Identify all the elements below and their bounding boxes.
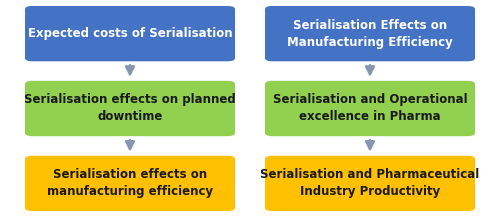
Text: Serialisation and Pharmaceutical
Industry Productivity: Serialisation and Pharmaceutical Industr… bbox=[260, 168, 480, 198]
FancyBboxPatch shape bbox=[25, 156, 235, 211]
FancyBboxPatch shape bbox=[25, 81, 235, 136]
FancyBboxPatch shape bbox=[265, 81, 475, 136]
FancyBboxPatch shape bbox=[265, 156, 475, 211]
Text: Expected costs of Serialisation: Expected costs of Serialisation bbox=[28, 27, 233, 40]
Text: Serialisation Effects on
Manufacturing Efficiency: Serialisation Effects on Manufacturing E… bbox=[287, 19, 453, 49]
FancyBboxPatch shape bbox=[265, 6, 475, 61]
Text: Serialisation and Operational
excellence in Pharma: Serialisation and Operational excellence… bbox=[272, 94, 468, 123]
FancyBboxPatch shape bbox=[25, 6, 235, 61]
Text: Serialisation effects on planned
downtime: Serialisation effects on planned downtim… bbox=[24, 94, 236, 123]
Text: Serialisation effects on
manufacturing efficiency: Serialisation effects on manufacturing e… bbox=[47, 168, 213, 198]
